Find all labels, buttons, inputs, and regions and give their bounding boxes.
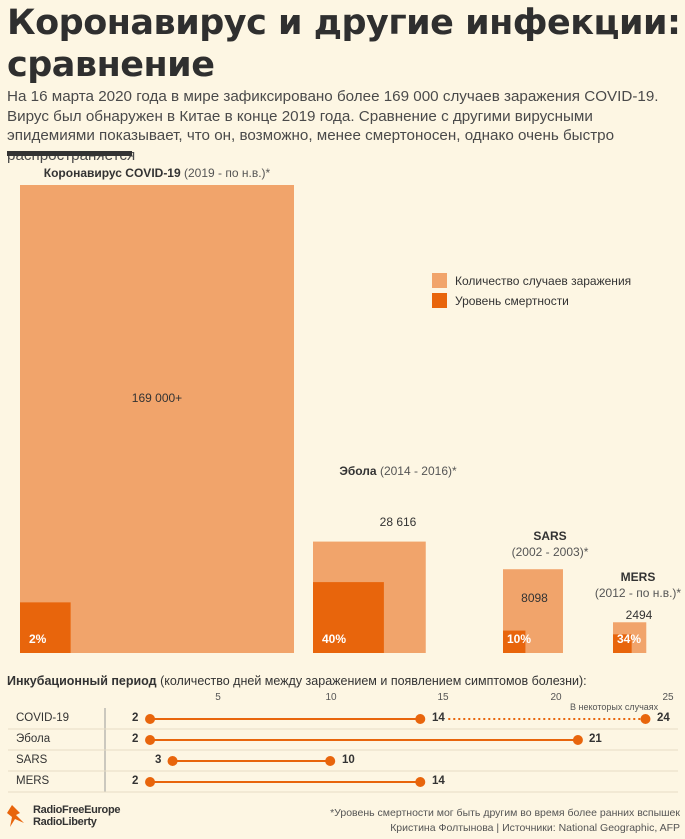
range-max-dot — [415, 714, 425, 724]
bar-title-mers: MERS (2012 - по н.в.)* — [592, 569, 684, 601]
bar-title-name: SARS — [533, 529, 566, 543]
footnote-note: *Уровень смертности мог быть другим во в… — [330, 806, 680, 821]
x-tick-label: 25 — [662, 692, 673, 703]
range-min-dot — [145, 777, 155, 787]
mortality-label-sars: 10% — [507, 632, 531, 646]
range-min-dot — [168, 756, 178, 766]
footnote-credits: Кристина Фолтынова | Источники: National… — [330, 821, 680, 836]
range-min-label: 2 — [132, 775, 138, 787]
range-extended-label: 24 — [657, 712, 670, 724]
x-tick-label: 5 — [215, 692, 221, 703]
range-min-label: 2 — [132, 733, 138, 745]
range-max-dot — [325, 756, 335, 766]
row-label-covid: COVID-19 — [16, 712, 69, 724]
mortality-label-mers: 34% — [617, 632, 641, 646]
bar-title-period: (2019 - по н.в.)* — [184, 166, 270, 180]
x-tick-label: 10 — [325, 692, 336, 703]
legend-swatch-mortality — [432, 293, 447, 308]
legend-item-cases: Количество случаев заражения — [432, 272, 631, 289]
range-max-label: 21 — [589, 733, 602, 745]
mortality-label-covid: 2% — [29, 632, 46, 646]
x-tick-label: 20 — [550, 692, 561, 703]
bar-title-covid: Коронавирус COVID-19 (2019 - по н.в.)* — [20, 166, 294, 180]
bar-title-sars: SARS (2002 - 2003)* — [490, 528, 610, 560]
cases-label-covid: 169 000+ — [20, 391, 294, 405]
cases-bar-covid — [20, 185, 294, 653]
range-max-label: 10 — [342, 754, 355, 766]
incubation-title: Инкубационный период (количество дней ме… — [7, 674, 587, 688]
mortality-label-ebola: 40% — [322, 632, 346, 646]
bar-title-period: (2002 - 2003)* — [512, 545, 589, 559]
row-label-ebola: Эбола — [16, 733, 50, 745]
rferl-logo-icon — [6, 803, 30, 829]
bar-title-ebola: Эбола (2014 - 2016)* — [313, 464, 483, 478]
legend: Количество случаев заражения Уровень сме… — [432, 272, 631, 312]
range-max-dot — [415, 777, 425, 787]
legend-swatch-cases — [432, 273, 447, 288]
logo-line1: RadioFreeEurope — [33, 804, 120, 816]
bar-title-period: (2014 - 2016)* — [380, 464, 457, 478]
bar-title-period: (2012 - по н.в.)* — [595, 586, 681, 600]
comparison-chart — [0, 0, 685, 839]
row-label-mers: MERS — [16, 775, 49, 787]
cases-label-sars: 8098 — [503, 591, 566, 605]
bar-title-name: Эбола — [339, 464, 376, 478]
legend-label-cases: Количество случаев заражения — [455, 274, 631, 288]
range-extended-dot — [640, 714, 650, 724]
footnote: *Уровень смертности мог быть другим во в… — [330, 806, 680, 836]
row-label-sars: SARS — [16, 754, 47, 766]
range-min-label: 3 — [155, 754, 161, 766]
extended-range-note: В некоторых случаях — [570, 702, 658, 712]
incubation-title-note: (количество дней между заражением и появ… — [160, 674, 587, 688]
range-min-dot — [145, 735, 155, 745]
range-min-dot — [145, 714, 155, 724]
range-max-label: 14 — [432, 775, 445, 787]
range-min-label: 2 — [132, 712, 138, 724]
x-tick-label: 15 — [437, 692, 448, 703]
cases-label-mers: 2494 — [613, 608, 665, 622]
bar-title-name: MERS — [621, 570, 656, 584]
rferl-logo: RadioFreeEurope RadioLiberty — [6, 803, 120, 829]
range-max-label: 14 — [432, 712, 445, 724]
legend-label-mortality: Уровень смертности — [455, 294, 569, 308]
logo-line2: RadioLiberty — [33, 816, 120, 828]
range-max-dot — [573, 735, 583, 745]
incubation-title-bold: Инкубационный период — [7, 674, 157, 688]
legend-item-mortality: Уровень смертности — [432, 292, 631, 309]
rferl-logo-text: RadioFreeEurope RadioLiberty — [33, 804, 120, 828]
bar-title-name: Коронавирус COVID-19 — [44, 166, 181, 180]
cases-label-ebola: 28 616 — [313, 515, 483, 529]
